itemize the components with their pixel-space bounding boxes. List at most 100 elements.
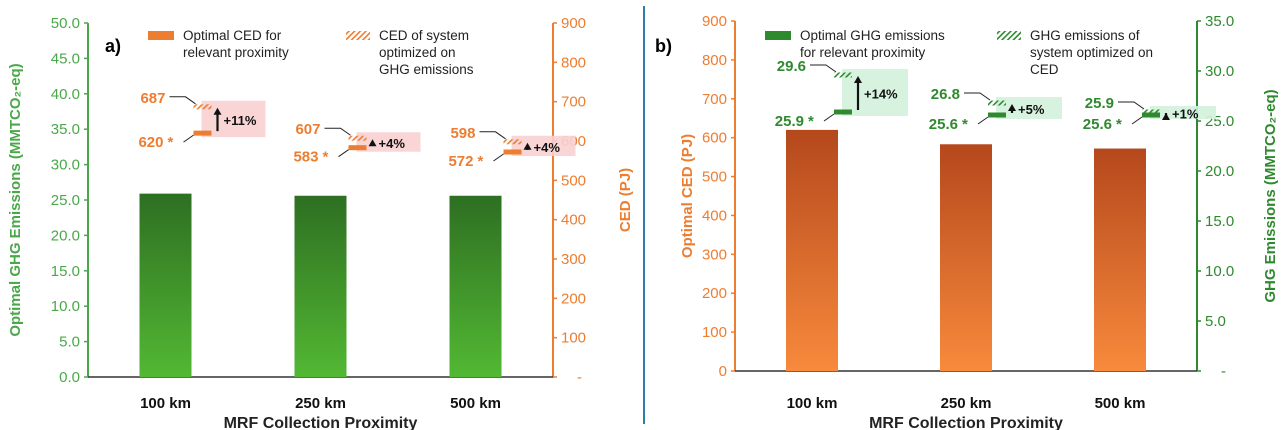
arrow-head	[368, 139, 377, 147]
arrow-head	[1008, 104, 1016, 111]
leader-line-high	[810, 64, 837, 73]
y-tick-label-left: 40.0	[51, 86, 80, 103]
bar	[1094, 148, 1146, 371]
arrow-head	[854, 76, 862, 83]
y-tick-label-right: 10.0	[1205, 263, 1234, 280]
y-axis-title-right: CED (PJ)	[617, 168, 634, 232]
arrow-head	[1162, 113, 1170, 120]
low-value-label: 583	[293, 149, 318, 166]
x-axis-title: MRF Collection Proximity	[869, 415, 1063, 430]
callout-box	[356, 132, 421, 152]
y-tick-label-right: 300	[561, 251, 586, 268]
percent-label: +11%	[224, 113, 257, 128]
x-tick-label: 500 km	[450, 395, 501, 412]
y-tick-label-left: 0	[719, 363, 727, 380]
legend-swatch-hatched	[997, 31, 1021, 40]
y-tick-label-right: -	[1221, 363, 1226, 380]
y-tick-label-right: 35.0	[1205, 13, 1234, 30]
y-tick-label-right: 15.0	[1205, 213, 1234, 230]
leader-line-high	[964, 92, 991, 101]
y-tick-label-left: 25.0	[51, 192, 80, 209]
hatched-marker	[193, 104, 212, 110]
callout-box	[842, 69, 908, 116]
solid-marker	[503, 149, 522, 155]
hatched-marker	[1142, 109, 1160, 115]
bar	[139, 193, 192, 377]
percent-label: +14%	[864, 87, 898, 102]
leader-line-low	[183, 134, 194, 143]
arrow-head	[213, 107, 222, 115]
low-value-label: 25.6	[1083, 116, 1112, 133]
y-tick-label-right: 800	[561, 54, 586, 71]
y-tick-label-right: 200	[561, 290, 586, 307]
legend-label-hatched: GHG emissions of	[1030, 28, 1140, 43]
asterisk: *	[962, 116, 968, 133]
high-value-label: 29.6	[777, 58, 806, 75]
leader-line-low	[823, 113, 835, 122]
high-value-label: 687	[140, 90, 165, 107]
y-tick-label-left: 20.0	[51, 227, 80, 244]
y-axis-title-left: Optimal CED (PJ)	[679, 134, 696, 258]
y-tick-label-left: 400	[702, 207, 727, 224]
percent-label: +4%	[379, 136, 406, 151]
y-tick-label-left: 30.0	[51, 157, 80, 174]
y-tick-label-left: 5.0	[59, 334, 80, 351]
y-tick-label-left: 45.0	[51, 50, 80, 67]
y-tick-label-left: 300	[702, 246, 727, 263]
y-tick-label-left: 35.0	[51, 121, 80, 138]
bar	[449, 195, 502, 377]
arrow-head	[523, 142, 532, 150]
legend-swatch-solid	[765, 31, 791, 40]
y-tick-label-right: 5.0	[1205, 313, 1226, 330]
y-tick-label-right: -	[577, 369, 582, 386]
legend-label-hatched: CED of system	[379, 28, 469, 43]
hatched-marker	[834, 72, 852, 78]
x-tick-label: 250 km	[941, 395, 992, 412]
legend-label-solid: Optimal CED for	[183, 28, 282, 43]
y-tick-label-right: 100	[561, 330, 586, 347]
low-value-label: 25.9	[775, 113, 804, 130]
asterisk: *	[323, 149, 329, 166]
low-value-label: 572	[448, 153, 473, 170]
y-tick-label-right: 700	[561, 94, 586, 111]
hatched-marker	[348, 135, 367, 141]
x-axis-title: MRF Collection Proximity	[224, 415, 418, 430]
high-value-label: 598	[450, 125, 475, 142]
chart-a: 0.0 5.0 10.0 15.0 20.0 25.0 30.0 35.0 40.0 45.0 50…	[7, 15, 634, 430]
leader-line-low	[1131, 116, 1143, 125]
solid-marker	[988, 112, 1006, 118]
solid-marker	[1142, 112, 1160, 118]
legend-label-hatched: GHG emissions	[379, 62, 474, 77]
legend-label-hatched: system optimized on	[1030, 45, 1153, 60]
leader-line-low	[338, 149, 349, 158]
callout-box	[201, 100, 266, 138]
y-tick-label-right: 900	[561, 15, 586, 32]
asterisk: *	[168, 134, 174, 151]
bar	[294, 195, 347, 377]
legend-label-solid: relevant proximity	[183, 45, 289, 60]
y-tick-label-right: 30.0	[1205, 63, 1234, 80]
low-value-label: 25.6	[929, 116, 958, 133]
y-tick-label-left: 900	[702, 13, 727, 30]
x-tick-label: 100 km	[140, 395, 191, 412]
legend-swatch-solid	[148, 31, 174, 40]
legend-label-solid: Optimal GHG emissions	[800, 28, 945, 43]
y-tick-label-left: 200	[702, 285, 727, 302]
x-tick-label: 250 km	[295, 395, 346, 412]
percent-label: +4%	[534, 140, 561, 155]
y-tick-label-left: 700	[702, 91, 727, 108]
y-tick-label-right: 400	[561, 212, 586, 229]
hatched-marker	[988, 100, 1006, 106]
y-axis-title-right: GHG Emissions (MMTCO₂-eq)	[1262, 89, 1279, 302]
leader-line-low	[977, 116, 989, 125]
solid-marker	[348, 145, 367, 151]
y-tick-label-left: 15.0	[51, 263, 80, 280]
y-tick-label-left: 500	[702, 169, 727, 186]
solid-marker	[193, 130, 212, 136]
leader-line-high	[479, 131, 506, 140]
y-tick-label-left: 100	[702, 324, 727, 341]
callout-box	[996, 97, 1062, 119]
y-tick-label-left: 50.0	[51, 15, 80, 32]
